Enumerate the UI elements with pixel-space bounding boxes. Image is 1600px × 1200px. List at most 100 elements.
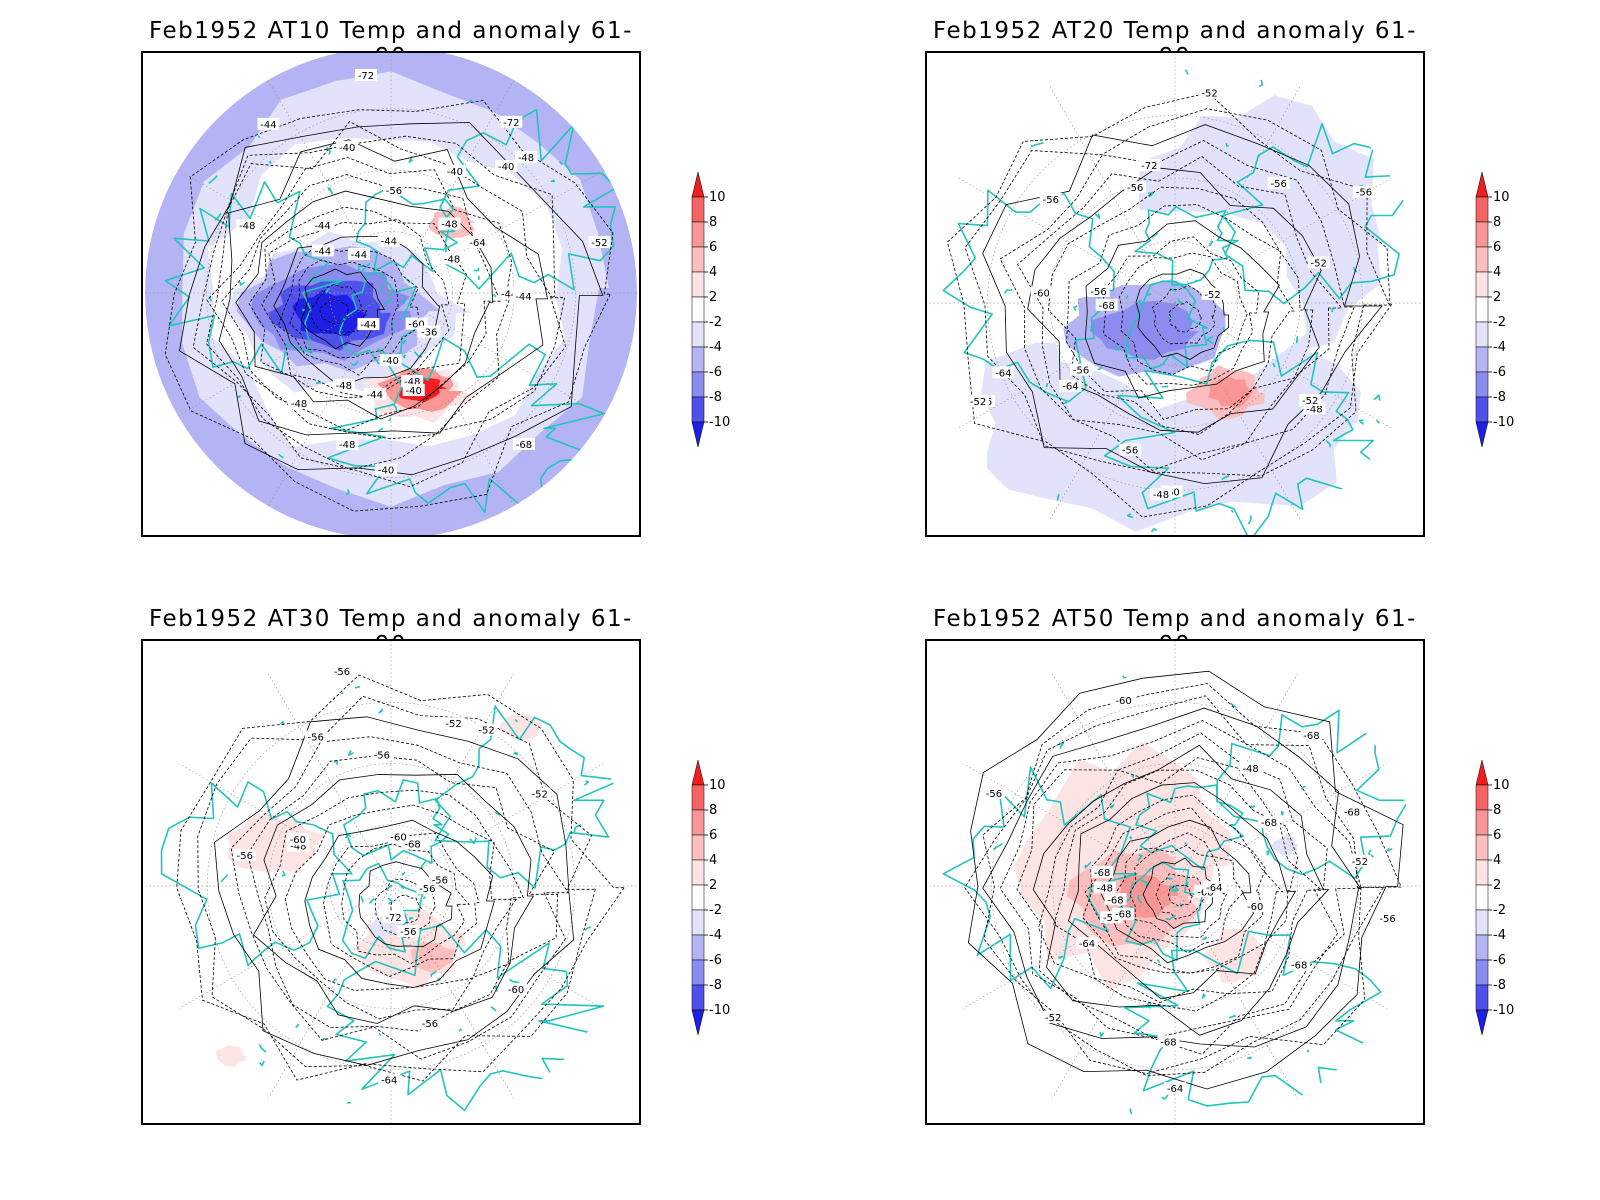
colorbar-tick-label: 10 [1493, 778, 1510, 793]
contour-label: -40 [382, 356, 398, 367]
contour-label: -56 [432, 875, 448, 886]
colorbar-segment [1475, 246, 1489, 273]
colorbar-tick-label: -8 [709, 978, 722, 993]
contour-label-bg [1138, 159, 1161, 172]
warm-anomaly-core [1208, 377, 1254, 408]
contour-label-bg [1201, 287, 1224, 300]
contour-label-bg [363, 387, 386, 400]
colorbar-segment [691, 221, 705, 248]
colorbar-tick-label: 6 [1493, 828, 1501, 843]
colorbar-tick-label: 4 [1493, 853, 1501, 868]
contour-label: -56 [1090, 287, 1106, 298]
colorbar-segment [1475, 784, 1489, 811]
colorbar-segment [1475, 321, 1489, 348]
contour-label-bg [1042, 1011, 1065, 1024]
contour-label-bg [1075, 937, 1098, 950]
contour-label: -48 [290, 842, 306, 853]
contour-label: -44 [315, 246, 331, 257]
colorbar-segment [691, 321, 705, 348]
contour-label: -52 [970, 397, 986, 408]
colorbar-tick-label: 2 [1493, 878, 1501, 893]
contour-label-bg [418, 1017, 441, 1030]
contour-label: -56 [400, 927, 416, 938]
temperature-contours [176, 674, 625, 1082]
contour-label: -40 [447, 167, 463, 178]
contour-labels: -64-68-68-48-48-52-56-64-68-52-56-56-60-… [982, 693, 1399, 1095]
contour-label-bg [438, 217, 461, 230]
contour-labels: -56-52-48-56-52-56-52-64-68-72-60 -60-56-… [233, 665, 551, 1086]
contour-label: -48 [291, 399, 307, 410]
contour-label: -68 [1303, 731, 1319, 742]
colorbar-segment [1475, 221, 1489, 248]
colorbar-tick-label: -6 [1493, 365, 1506, 380]
colorbar-tick-label: 10 [709, 190, 726, 205]
colorbar-top-arrow [1475, 171, 1489, 198]
colorbar-segment [1475, 834, 1489, 861]
colorbar-tick-label: 10 [1493, 190, 1510, 205]
colorbar-segment [691, 784, 705, 811]
coastlines [160, 686, 622, 1112]
colorbar-tick-label: 6 [1493, 240, 1501, 255]
contour-label-bg [1244, 899, 1267, 912]
map-at30: -56 -52 -48 -56 -52 -56 -52 -64 -68 -72 -60 -60 -56-… [141, 639, 641, 1125]
contour-label-bg [233, 849, 256, 862]
colorbar-segment [691, 834, 705, 861]
colorbar-segment [691, 271, 705, 298]
colorbar-segment [1475, 196, 1489, 223]
contour-label-bg [588, 235, 611, 248]
contour-label: -56 [1356, 188, 1372, 199]
colorbar-tick-label: -6 [709, 953, 722, 968]
colorbar-segment [1475, 296, 1489, 323]
contour-label-bg [475, 723, 498, 736]
panel-title-at20: Feb1952 AT20 Temp and anomaly 61-90 [933, 18, 1417, 70]
colorbar-tick-label: 8 [1493, 215, 1501, 230]
contour-label: -56 [1379, 914, 1395, 925]
contour-label: -72 [385, 913, 401, 924]
contour-label: -48 [1153, 490, 1169, 501]
contour-label-bg [1087, 285, 1110, 298]
colorbar-top-arrow [691, 759, 705, 786]
contour-label-bg [1104, 893, 1127, 906]
contour-label: -56 [1270, 179, 1286, 190]
contour-label-bg [387, 830, 410, 843]
contour-label-bg [528, 787, 551, 800]
contour-label: -60 [1034, 288, 1050, 299]
contour-label: -52 [445, 719, 461, 730]
contour-label-bg [514, 150, 537, 163]
contour-label: -60 [290, 835, 306, 846]
contour-label: -44 [260, 120, 276, 131]
contour-label: -64 [381, 1075, 397, 1086]
colorbar-tick-label: -2 [1493, 903, 1506, 918]
colorbar-tick-label: -4 [1493, 340, 1506, 355]
contour-label-bg [1030, 286, 1053, 299]
contour-label: -56 [1122, 446, 1138, 457]
contour-label-bg [1157, 1035, 1180, 1048]
contour-label: -68 [1107, 895, 1123, 906]
contour-label: -60 [1115, 696, 1131, 707]
contour-label: -60 [1247, 902, 1263, 913]
contour-label-bg [1288, 958, 1311, 971]
contour-label: -56 [308, 732, 324, 743]
coastlines [942, 69, 1408, 535]
contour-label: -56 [237, 851, 253, 862]
colorbar-tick-label: 8 [1493, 803, 1501, 818]
contour-label: -72 [358, 71, 374, 82]
contour-label-bg [1070, 363, 1093, 376]
colorbar-segment [1475, 909, 1489, 936]
contour-label-bg [311, 244, 334, 257]
map-at10: -48 -44 -44 -44 -44 -48 -48 -40 -52 -56 -40 -44 -60-… [141, 51, 641, 537]
contour-label-bg [1352, 185, 1375, 198]
contour-label-bg [512, 437, 535, 450]
contour-label: -68 [1094, 868, 1110, 879]
colorbar-top-arrow [691, 171, 705, 198]
colorbar-tick-label: 6 [709, 240, 717, 255]
colorbar-segment [691, 884, 705, 911]
contour-label: -40 [498, 162, 514, 173]
contour-labels: -56-52-48-56-52-56-52-60-64-68-72-56-64-… [967, 86, 1375, 501]
colorbar-tick-label: -2 [1493, 315, 1506, 330]
contour-label-bg [370, 748, 393, 761]
contour-label: -40 [339, 143, 355, 154]
contour-label: -44 [367, 390, 383, 401]
colorbar-segment [691, 984, 705, 1011]
colorbar-tick-label: -2 [709, 903, 722, 918]
